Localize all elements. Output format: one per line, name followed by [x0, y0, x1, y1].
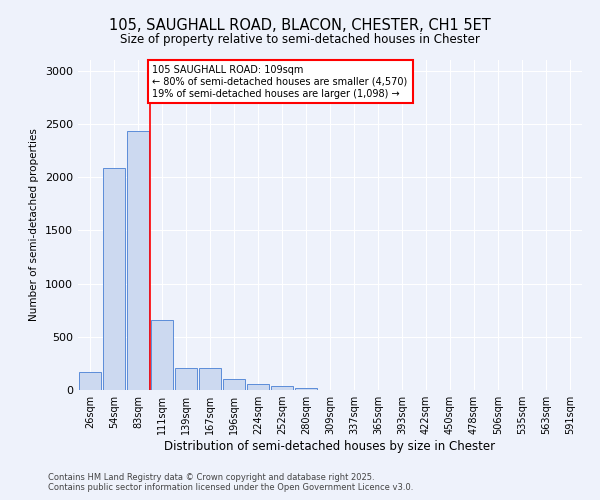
Bar [271, 386, 293, 390]
Bar [79, 372, 101, 390]
Bar [223, 380, 245, 390]
Bar [103, 168, 125, 390]
X-axis label: Distribution of semi-detached houses by size in Chester: Distribution of semi-detached houses by … [164, 440, 496, 453]
Y-axis label: Number of semi-detached properties: Number of semi-detached properties [29, 128, 40, 322]
Bar [199, 368, 221, 390]
Bar [127, 132, 149, 390]
Bar [151, 320, 173, 390]
Text: 105, SAUGHALL ROAD, BLACON, CHESTER, CH1 5ET: 105, SAUGHALL ROAD, BLACON, CHESTER, CH1… [109, 18, 491, 32]
Bar [175, 368, 197, 390]
Text: 105 SAUGHALL ROAD: 109sqm
← 80% of semi-detached houses are smaller (4,570)
19% : 105 SAUGHALL ROAD: 109sqm ← 80% of semi-… [152, 66, 407, 98]
Text: Contains HM Land Registry data © Crown copyright and database right 2025.
Contai: Contains HM Land Registry data © Crown c… [48, 473, 413, 492]
Bar [247, 384, 269, 390]
Bar [295, 388, 317, 390]
Text: Size of property relative to semi-detached houses in Chester: Size of property relative to semi-detach… [120, 32, 480, 46]
